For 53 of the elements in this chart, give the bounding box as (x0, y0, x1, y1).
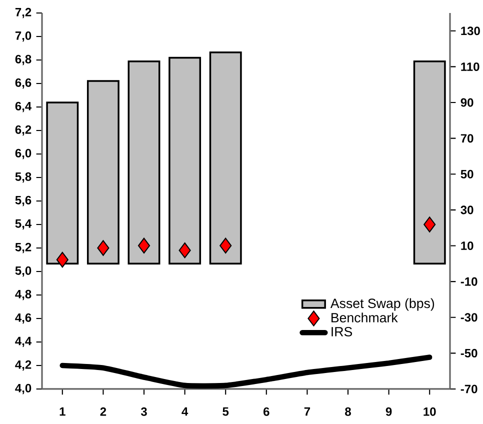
y-tick-label: 5,0 (15, 266, 32, 277)
bar (86, 80, 120, 265)
y-tick-label: 5,2 (15, 242, 32, 254)
x-tick-label: 2 (100, 407, 106, 416)
x-tick-label: 5 (222, 407, 229, 416)
bar (209, 52, 242, 265)
y-tick-label: 7,0 (15, 31, 32, 42)
y2-tick-label: -10 (460, 277, 478, 286)
x-tick-label: 7 (304, 407, 310, 416)
y2-tick-label: -50 (460, 348, 478, 358)
y-tick-label: 6,4 (15, 102, 32, 112)
y-tick-label: 4,0 (15, 384, 32, 394)
x-tick-label: 9 (386, 407, 392, 416)
y-tick-label: 4,2 (15, 360, 32, 371)
bar (168, 56, 202, 265)
y2-tick-label: 90 (460, 98, 474, 107)
y2-tick-label: 10 (461, 241, 474, 250)
y-tick-label: 5,6 (15, 196, 32, 206)
y-tick-label: 6,0 (15, 148, 32, 160)
bar (46, 102, 79, 265)
y2-tick-label: 110 (461, 62, 480, 71)
x-tick-label: 8 (345, 407, 351, 416)
y-tick-label: 6,6 (15, 78, 32, 89)
y-tick-label: 5,4 (15, 219, 32, 230)
y2-tick-label: -70 (460, 384, 478, 394)
x-tick-label: 6 (264, 407, 270, 416)
y-tick-label: 4,4 (15, 336, 32, 348)
y2-tick-label: 50 (460, 170, 474, 178)
y2-tick-label: -30 (460, 313, 478, 322)
bar (413, 60, 446, 265)
y2-tick-label: 130 (461, 26, 480, 36)
legend-label: Benchmark (332, 312, 398, 322)
y-tick-label: 5,8 (15, 172, 32, 183)
x-tick-label: 4 (182, 407, 188, 416)
y-tick-label: 7,2 (15, 8, 32, 18)
point (178, 242, 191, 258)
y-tick-label: 6,2 (15, 125, 32, 136)
point (97, 240, 110, 256)
y2-tick-label: 30 (460, 206, 474, 214)
point (424, 216, 436, 232)
x-tick-label: 1 (60, 407, 66, 416)
bar (128, 60, 160, 265)
y-tick-label: 6,8 (15, 54, 32, 66)
y2-tick-label: 70 (460, 134, 474, 143)
point (220, 238, 232, 254)
y-tick-label: 4,8 (15, 290, 32, 300)
x-tick-label: 10 (424, 407, 436, 416)
point (138, 238, 150, 254)
legend-label: Asset Swap (bps) (330, 298, 434, 311)
x-tick-label: 3 (140, 407, 147, 416)
y-tick-label: 4,6 (15, 313, 32, 324)
legend-label: IRS (332, 326, 352, 336)
point (56, 252, 68, 268)
